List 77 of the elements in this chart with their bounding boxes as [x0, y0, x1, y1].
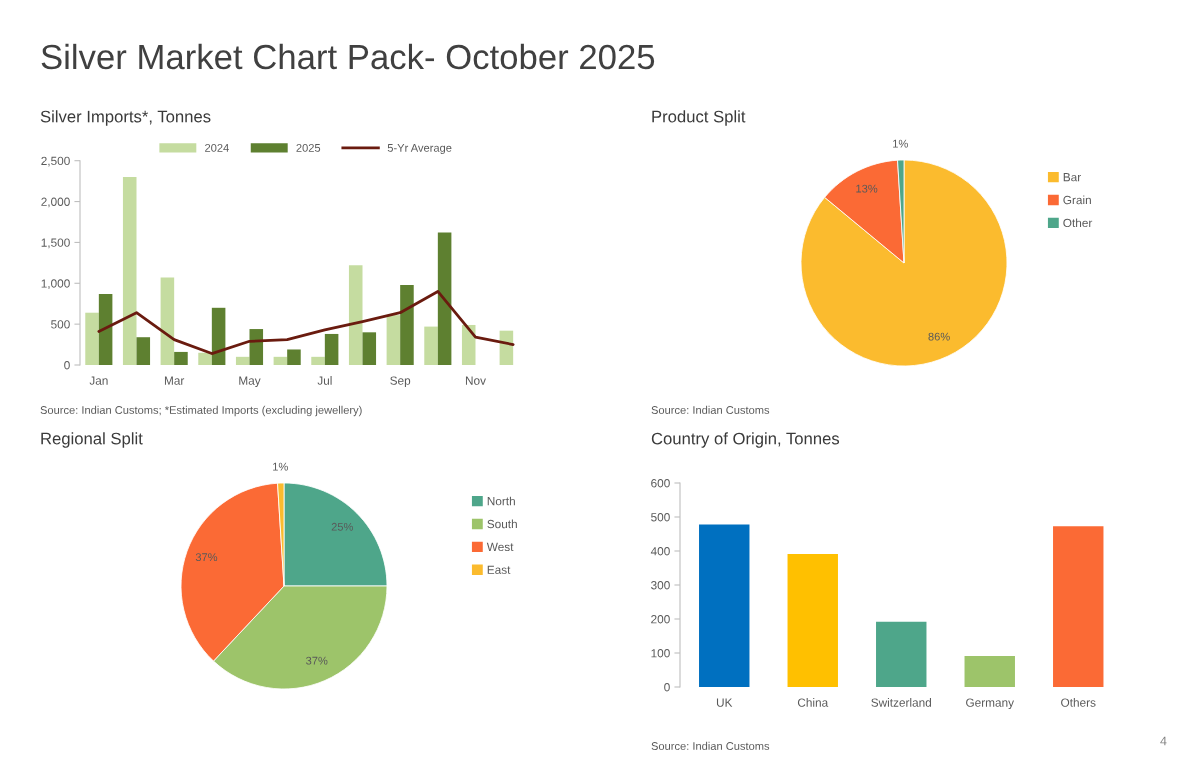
bar [211, 307, 226, 365]
bar [386, 315, 401, 365]
y-tick-label: 2,500 [41, 156, 70, 167]
x-tick-label: Nov [465, 376, 486, 385]
x-tick-label: Jul [317, 376, 332, 385]
y-tick-label: 200 [651, 615, 670, 624]
data-label: 1% [893, 139, 908, 148]
y-tick-label: 100 [651, 649, 670, 658]
legend-label: Grain [1063, 195, 1091, 205]
data-label: 86% [928, 332, 950, 341]
bar [122, 177, 137, 365]
bar [287, 349, 301, 365]
data-label: 1% [273, 462, 288, 471]
data-label: 25% [331, 522, 353, 531]
y-tick-label: 500 [51, 320, 70, 329]
bar [699, 524, 750, 687]
source-note: Source: Indian Customs [651, 405, 770, 414]
line-series [97, 290, 515, 355]
x-tick-label: Switzerland [871, 698, 931, 707]
source-note: Source: Indian Customs [651, 741, 770, 750]
y-tick-label: 1,000 [41, 279, 70, 290]
bar [198, 352, 212, 365]
bar [1053, 526, 1104, 687]
bar [98, 293, 113, 365]
legend-label: East [487, 565, 511, 574]
bar [311, 356, 325, 365]
x-tick-label: China [797, 698, 829, 707]
legend-label: South [487, 519, 517, 529]
x-tick-label: Mar [164, 376, 185, 385]
data-label: 37% [195, 553, 218, 562]
bar [424, 326, 438, 365]
x-tick-label: Others [1061, 698, 1096, 707]
text: 4 [1160, 736, 1167, 746]
bar [876, 621, 927, 687]
data-label: 13% [856, 184, 878, 193]
bar [273, 356, 288, 365]
bar [85, 312, 99, 365]
x-tick-label: UK [716, 698, 733, 707]
bar [461, 324, 476, 365]
legend-label: North [487, 496, 515, 506]
y-tick-label: 500 [651, 513, 670, 522]
legend-label: 5-Yr Average [387, 144, 452, 155]
bar [235, 356, 250, 365]
bar [348, 265, 363, 365]
legend-label: Bar [1063, 173, 1081, 182]
legend-label: 2024 [205, 143, 229, 152]
chart-title: Silver Imports*, Tonnes [40, 110, 211, 126]
legend-label: Other [1063, 218, 1093, 228]
x-tick-label: May [239, 376, 261, 388]
y-tick-label: 2,000 [41, 197, 70, 208]
y-tick-label: 0 [664, 683, 670, 692]
bar [964, 656, 1015, 687]
y-tick-label: 600 [651, 479, 670, 488]
data-label: 37% [306, 656, 328, 665]
x-tick-label: Jan [89, 376, 108, 385]
bar [362, 332, 377, 365]
chart-title: Product Split [652, 110, 746, 126]
legend-label: 2025 [296, 143, 321, 152]
text: Silver Market Chart Pack- October 2025 [41, 43, 655, 70]
source-note: Source: Indian Customs; *Estimated Imports (excluding jewellery) [40, 405, 362, 417]
bar [136, 337, 151, 365]
y-tick-label: 1,500 [41, 238, 70, 249]
y-tick-label: 0 [64, 361, 70, 370]
chart-title: Regional Split [41, 432, 143, 448]
x-tick-label: Germany [966, 698, 1014, 710]
bar [160, 277, 175, 365]
bar [437, 232, 452, 365]
bar [324, 333, 339, 365]
legend-label: West [486, 542, 514, 552]
pie-slice [800, 159, 1008, 367]
bar [174, 351, 188, 365]
y-tick-label: 400 [650, 547, 670, 556]
x-tick-label: Sep [390, 376, 411, 388]
y-tick-label: 300 [651, 581, 670, 590]
bar [400, 284, 414, 365]
chart-title: Country of Origin, Tonnes [651, 432, 840, 448]
bar [787, 554, 838, 687]
